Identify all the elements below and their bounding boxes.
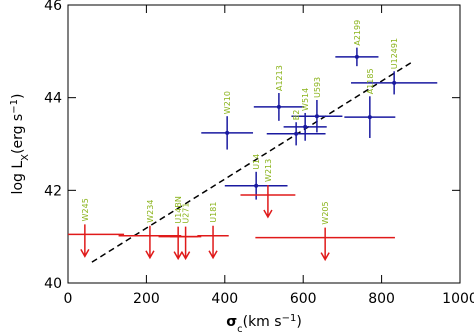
point-label: W514 bbox=[301, 88, 310, 111]
point-label: U593 bbox=[313, 77, 322, 98]
x-tick-label: 200 bbox=[133, 291, 160, 307]
point-label: U14 bbox=[252, 154, 261, 170]
upper-limit-arrow bbox=[180, 226, 191, 261]
ylabel-part: (erg s bbox=[10, 114, 26, 154]
x-tick-label: 400 bbox=[211, 291, 238, 307]
point-label: A2199 bbox=[353, 20, 362, 46]
point bbox=[367, 115, 372, 120]
point-label: W205 bbox=[321, 201, 330, 224]
y-tick-label: 40 bbox=[44, 276, 62, 292]
point-label: U181 bbox=[209, 202, 218, 223]
x-tick-label: 0 bbox=[64, 291, 73, 307]
y-tick-label: 46 bbox=[44, 0, 62, 14]
point bbox=[303, 124, 308, 129]
upper-limit-arrow bbox=[173, 226, 183, 261]
plot-area bbox=[68, 47, 438, 263]
upper-limit-arrow bbox=[263, 184, 273, 219]
point-label: W210 bbox=[223, 91, 232, 114]
point-label: U271 bbox=[182, 203, 191, 224]
point-label: U12491 bbox=[390, 38, 399, 69]
point-label: W245 bbox=[81, 198, 90, 221]
x-tick-label: 600 bbox=[290, 291, 317, 307]
point-label: W234 bbox=[146, 200, 155, 223]
upper-limit-arrow bbox=[208, 225, 218, 260]
point-label: B2 bbox=[292, 110, 301, 121]
upper-limit-arrow bbox=[80, 224, 90, 258]
point-label: A1185 bbox=[366, 68, 375, 94]
point-label: W213 bbox=[264, 159, 273, 182]
xlabel-part: ) bbox=[296, 314, 301, 330]
point-label: U14BN bbox=[174, 196, 183, 224]
ylabel-part: −1 bbox=[9, 99, 20, 114]
x-axis-label: σc(km s−1) bbox=[226, 313, 302, 333]
y-tick-label: 44 bbox=[44, 91, 62, 107]
point bbox=[354, 54, 359, 59]
xlabel-part: −1 bbox=[282, 313, 297, 324]
upper-limit-arrow bbox=[320, 227, 330, 262]
x-tick-label: 800 bbox=[368, 291, 395, 307]
point bbox=[276, 104, 281, 109]
xlabel-part: σ bbox=[226, 314, 237, 330]
y-axis-label: log LX(erg s−1) bbox=[9, 94, 31, 195]
point bbox=[225, 130, 230, 135]
xlabel-part: c bbox=[237, 324, 243, 333]
point bbox=[314, 114, 319, 119]
ylabel-part: log L bbox=[10, 161, 26, 195]
ylabel-part: ) bbox=[10, 94, 26, 99]
point bbox=[392, 80, 397, 85]
y-tick-label: 42 bbox=[44, 183, 62, 199]
x-tick-label: 1000 bbox=[442, 291, 474, 307]
ylabel-part: X bbox=[20, 154, 31, 161]
point bbox=[294, 131, 299, 136]
point bbox=[254, 183, 259, 188]
upper-limit-arrow bbox=[145, 225, 155, 260]
xlabel-part: (km s bbox=[243, 314, 282, 330]
plot-frame bbox=[67, 4, 461, 284]
point-label: A1213 bbox=[275, 65, 284, 91]
fit-line bbox=[91, 61, 413, 263]
